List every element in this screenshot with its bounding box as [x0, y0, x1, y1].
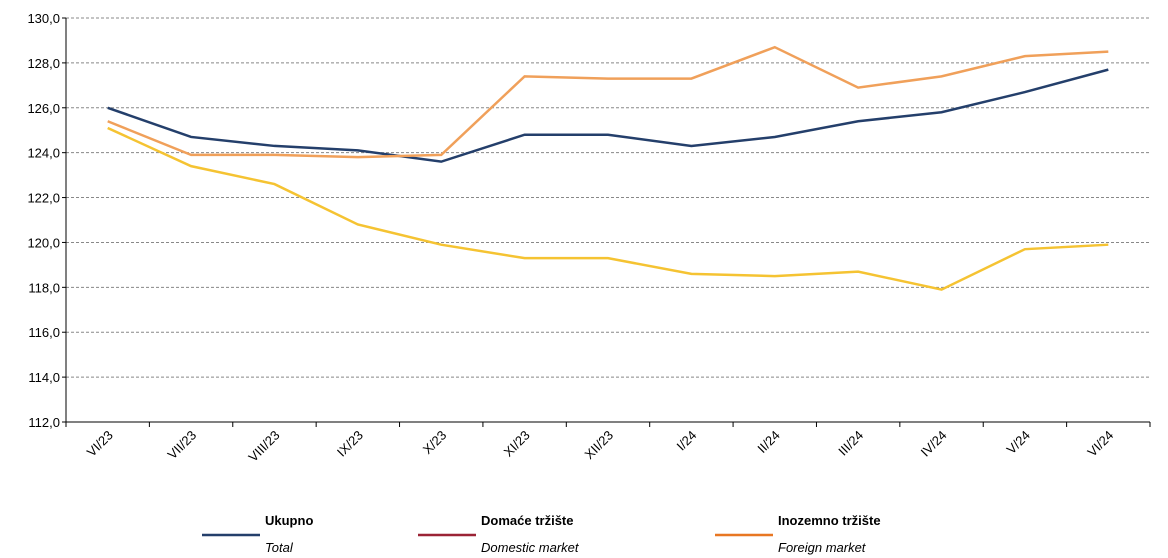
legend-label: Inozemno tržište: [778, 513, 881, 528]
x-tick-label: VII/23: [165, 428, 200, 463]
legend-label-en: Total: [265, 540, 294, 555]
y-tick-label: 116,0: [28, 325, 60, 340]
legend-label-en: Foreign market: [778, 540, 867, 555]
x-tick-label: I/24: [674, 428, 700, 454]
y-tick-label: 112,0: [28, 415, 60, 430]
legend-label-en: Domestic market: [481, 540, 580, 555]
x-tick-label: IV/24: [918, 428, 950, 460]
y-tick-label: 130,0: [27, 11, 60, 26]
y-tick-label: 126,0: [27, 101, 60, 116]
x-tick-label: IX/23: [334, 428, 366, 460]
x-tick-label: VIII/23: [245, 428, 282, 465]
y-tick-label: 128,0: [27, 56, 60, 71]
x-tick-label: XII/23: [581, 428, 616, 463]
x-tick-label: X/23: [420, 428, 450, 458]
series-line: [107, 45, 1109, 159]
legend-label: Ukupno: [265, 513, 313, 528]
series-line: [107, 68, 1109, 163]
y-tick-label: 118,0: [28, 280, 60, 295]
y-tick-label: 122,0: [27, 191, 60, 206]
series-line: [107, 126, 1109, 291]
x-tick-label: II/24: [754, 428, 782, 456]
legend-label: Domaće tržište: [481, 513, 573, 528]
x-tick-label: VI/24: [1084, 428, 1116, 460]
x-tick-label: XI/23: [501, 428, 533, 460]
x-tick-label: III/24: [835, 428, 866, 459]
x-tick-label: V/24: [1004, 428, 1034, 458]
x-tick-label: VI/23: [84, 428, 116, 460]
y-tick-label: 124,0: [27, 146, 60, 161]
y-tick-label: 114,0: [28, 370, 60, 385]
y-tick-label: 120,0: [27, 235, 60, 250]
